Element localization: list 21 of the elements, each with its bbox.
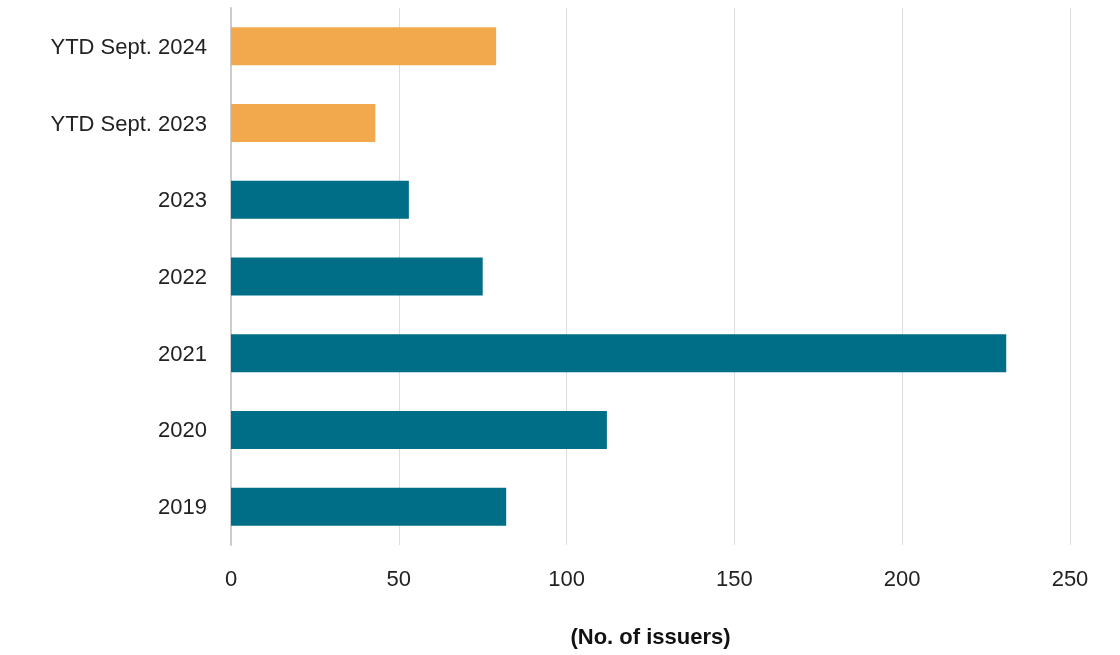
bar (231, 27, 497, 66)
bar (231, 410, 607, 449)
x-tick-label: 150 (716, 565, 753, 591)
y-tick-label: 2021 (158, 340, 207, 366)
bar (231, 487, 507, 526)
bar (231, 334, 1007, 373)
bar (231, 180, 409, 219)
x-tick-label: 100 (548, 565, 585, 591)
y-tick-label: 2019 (158, 494, 207, 520)
x-tick-label: 0 (224, 565, 238, 591)
x-axis-title: (No. of issuers) (570, 623, 731, 649)
bar (231, 104, 376, 143)
bar (231, 257, 483, 296)
y-tick-label: YTD Sept. 2023 (50, 110, 207, 136)
y-tick-label: YTD Sept. 2024 (50, 33, 207, 59)
x-tick-label: 250 (1051, 565, 1089, 591)
x-tick-label: 50 (386, 565, 412, 591)
y-tick-label: 2020 (158, 417, 207, 443)
y-tick-label: 2022 (158, 264, 207, 289)
y-tick-label: 2023 (158, 187, 207, 213)
x-tick-label: 200 (883, 565, 921, 591)
